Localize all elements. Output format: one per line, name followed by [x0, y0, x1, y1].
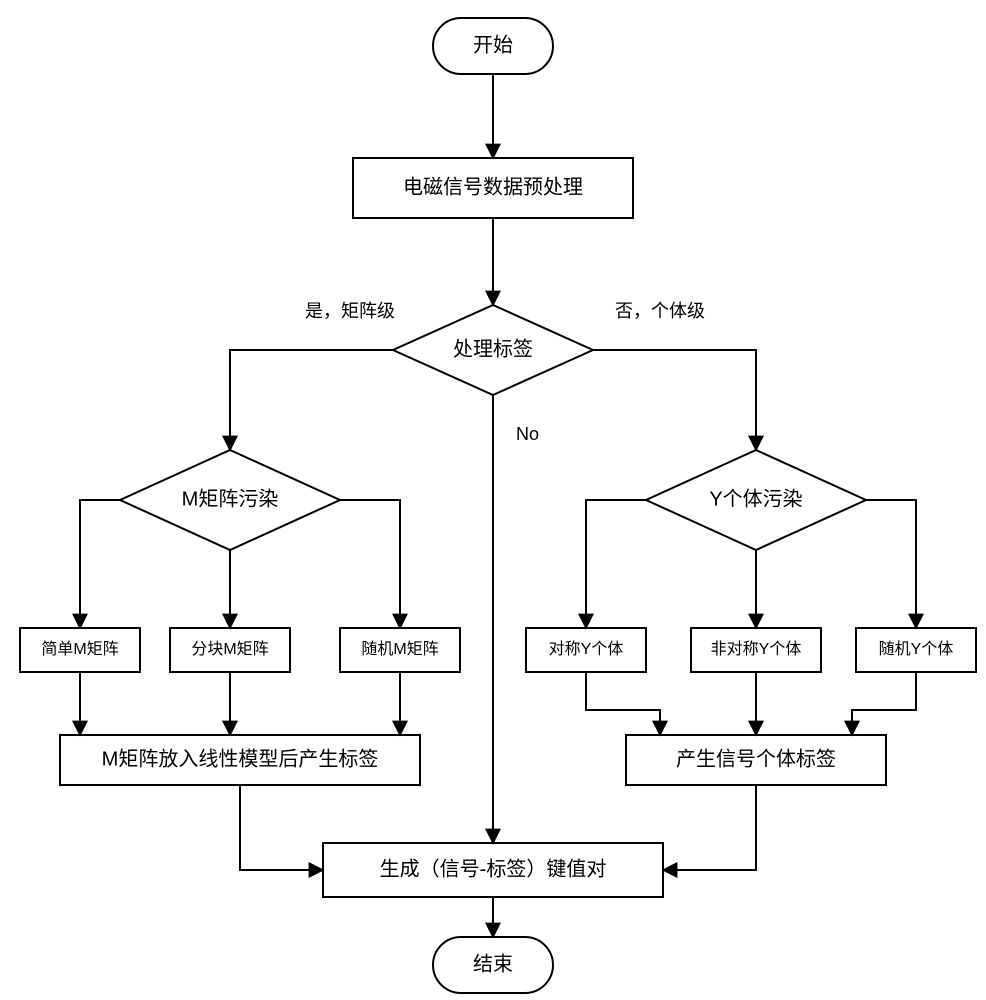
edge-dm-m1	[80, 500, 120, 628]
node-start: 开始	[433, 18, 553, 74]
node-generate: 生成（信号-标签）键值对	[323, 843, 663, 897]
node-y-output: 产生信号个体标签	[626, 735, 886, 785]
edge-yout-gen	[663, 785, 756, 870]
node-decision-label: 处理标签	[393, 305, 593, 395]
node-m1: 简单M矩阵	[20, 628, 140, 672]
preprocess-label: 电磁信号数据预处理	[403, 175, 583, 198]
start-label: 开始	[473, 33, 513, 56]
edge-y3-yout	[852, 672, 916, 735]
edge-decision-y	[593, 350, 756, 450]
edge-label-left: 是，矩阵级	[305, 301, 395, 321]
y1-label: 对称Y个体	[549, 640, 624, 658]
edge-dy-y3	[866, 500, 916, 628]
m-output-label: M矩阵放入线性模型后产生标签	[102, 747, 379, 770]
edge-label-no: No	[516, 424, 539, 444]
m3-label: 随机M矩阵	[361, 640, 438, 658]
y-output-label: 产生信号个体标签	[676, 747, 836, 770]
node-decision-y: Y个体污染	[646, 450, 866, 550]
m2-label: 分块M矩阵	[191, 640, 268, 658]
generate-label: 生成（信号-标签）键值对	[380, 857, 607, 880]
decision-m-label: M矩阵污染	[182, 487, 279, 510]
edge-decision-m	[230, 350, 393, 450]
edge-mout-gen	[240, 785, 323, 870]
edge-y1-yout	[586, 672, 660, 735]
y3-label: 随机Y个体	[879, 640, 954, 658]
edge-dm-m3	[340, 500, 400, 628]
end-label: 结束	[473, 952, 513, 975]
node-y3: 随机Y个体	[856, 628, 976, 672]
edge-label-right: 否，个体级	[615, 301, 705, 321]
node-end: 结束	[433, 937, 553, 993]
node-m3: 随机M矩阵	[340, 628, 460, 672]
decision-label-text: 处理标签	[453, 337, 533, 360]
node-y2: 非对称Y个体	[691, 628, 821, 672]
node-decision-m: M矩阵污染	[120, 450, 340, 550]
edge-dy-y1	[586, 500, 646, 628]
node-preprocess: 电磁信号数据预处理	[353, 158, 633, 218]
y2-label: 非对称Y个体	[711, 640, 802, 658]
node-m-output: M矩阵放入线性模型后产生标签	[60, 735, 420, 785]
node-m2: 分块M矩阵	[170, 628, 290, 672]
decision-y-label: Y个体污染	[709, 487, 802, 510]
m1-label: 简单M矩阵	[41, 640, 118, 658]
flowchart: 开始 电磁信号数据预处理 处理标签 M矩阵污染 Y个体污染 简单M矩阵 分块M矩…	[0, 0, 986, 1000]
node-y1: 对称Y个体	[526, 628, 646, 672]
